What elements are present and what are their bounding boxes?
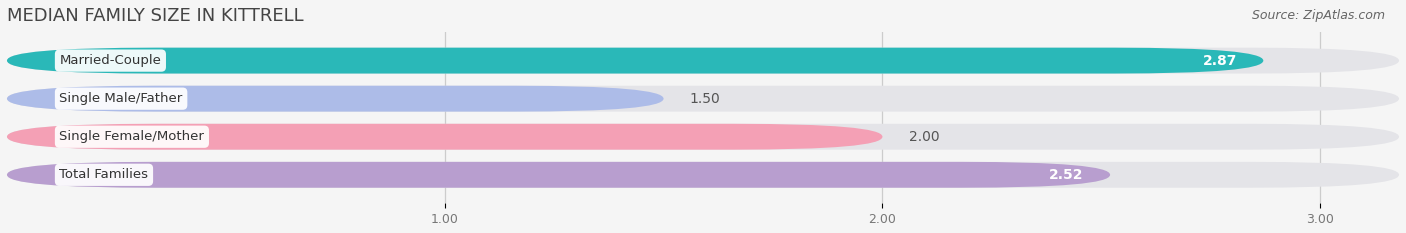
Text: Source: ZipAtlas.com: Source: ZipAtlas.com — [1251, 9, 1385, 22]
Text: Single Male/Father: Single Male/Father — [59, 92, 183, 105]
FancyBboxPatch shape — [7, 162, 1399, 188]
Text: 2.00: 2.00 — [908, 130, 939, 144]
Text: Single Female/Mother: Single Female/Mother — [59, 130, 204, 143]
Text: 1.50: 1.50 — [690, 92, 721, 106]
FancyBboxPatch shape — [7, 124, 1399, 150]
Text: MEDIAN FAMILY SIZE IN KITTRELL: MEDIAN FAMILY SIZE IN KITTRELL — [7, 7, 304, 25]
Text: 2.52: 2.52 — [1049, 168, 1084, 182]
Text: 2.87: 2.87 — [1202, 54, 1237, 68]
FancyBboxPatch shape — [7, 86, 1399, 112]
FancyBboxPatch shape — [7, 86, 664, 112]
FancyBboxPatch shape — [7, 162, 1111, 188]
FancyBboxPatch shape — [7, 48, 1264, 74]
FancyBboxPatch shape — [7, 48, 1399, 74]
FancyBboxPatch shape — [7, 124, 883, 150]
Text: Total Families: Total Families — [59, 168, 149, 181]
Text: Married-Couple: Married-Couple — [59, 54, 162, 67]
